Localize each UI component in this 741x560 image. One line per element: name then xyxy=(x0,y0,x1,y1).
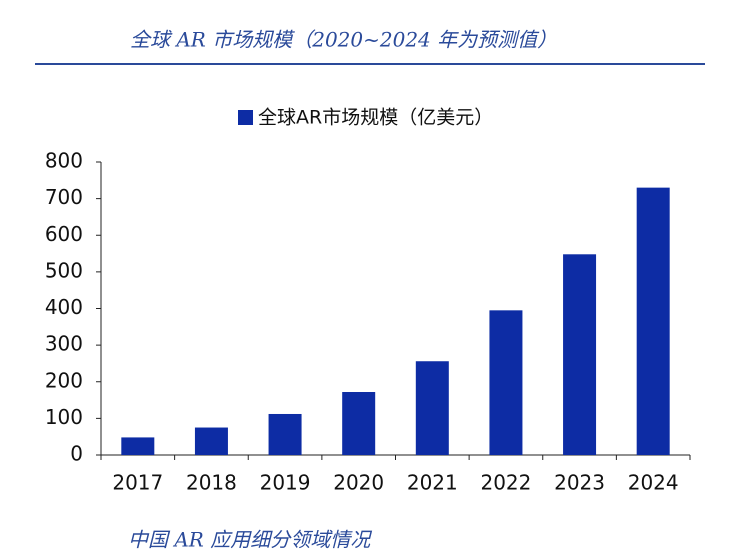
y-tick-label: 200 xyxy=(45,368,83,392)
y-tick-label: 500 xyxy=(45,258,83,282)
bar xyxy=(121,437,155,455)
x-tick-label: 2020 xyxy=(333,471,384,495)
legend-swatch xyxy=(238,110,253,125)
x-tick-label: 2023 xyxy=(554,471,605,495)
x-tick-label: 2022 xyxy=(480,471,531,495)
y-tick-label: 300 xyxy=(45,332,83,356)
x-tick-label: 2019 xyxy=(260,471,311,495)
x-tick-label: 2018 xyxy=(186,471,237,495)
y-tick-label: 0 xyxy=(70,442,83,466)
x-tick-label: 2024 xyxy=(628,471,679,495)
bar xyxy=(563,254,597,455)
bar xyxy=(194,427,228,455)
bar xyxy=(415,361,449,455)
y-tick-label: 600 xyxy=(45,222,83,246)
y-tick-label: 400 xyxy=(45,295,83,319)
bar xyxy=(342,392,376,455)
y-tick-label: 700 xyxy=(45,185,83,209)
bar xyxy=(636,187,670,455)
bar xyxy=(489,310,523,455)
legend-label: 全球AR市场规模（亿美元） xyxy=(258,107,493,129)
header: 全球 AR 市场规模（2020~2024 年为预测值） xyxy=(130,28,557,52)
y-tick-label: 100 xyxy=(45,405,83,429)
bar xyxy=(268,413,302,455)
y-tick-label: 800 xyxy=(45,149,83,173)
x-tick-label: 2017 xyxy=(112,471,163,495)
x-tick-label: 2021 xyxy=(407,471,458,495)
footer: 中国 AR 应用细分领域情况 xyxy=(128,528,372,552)
